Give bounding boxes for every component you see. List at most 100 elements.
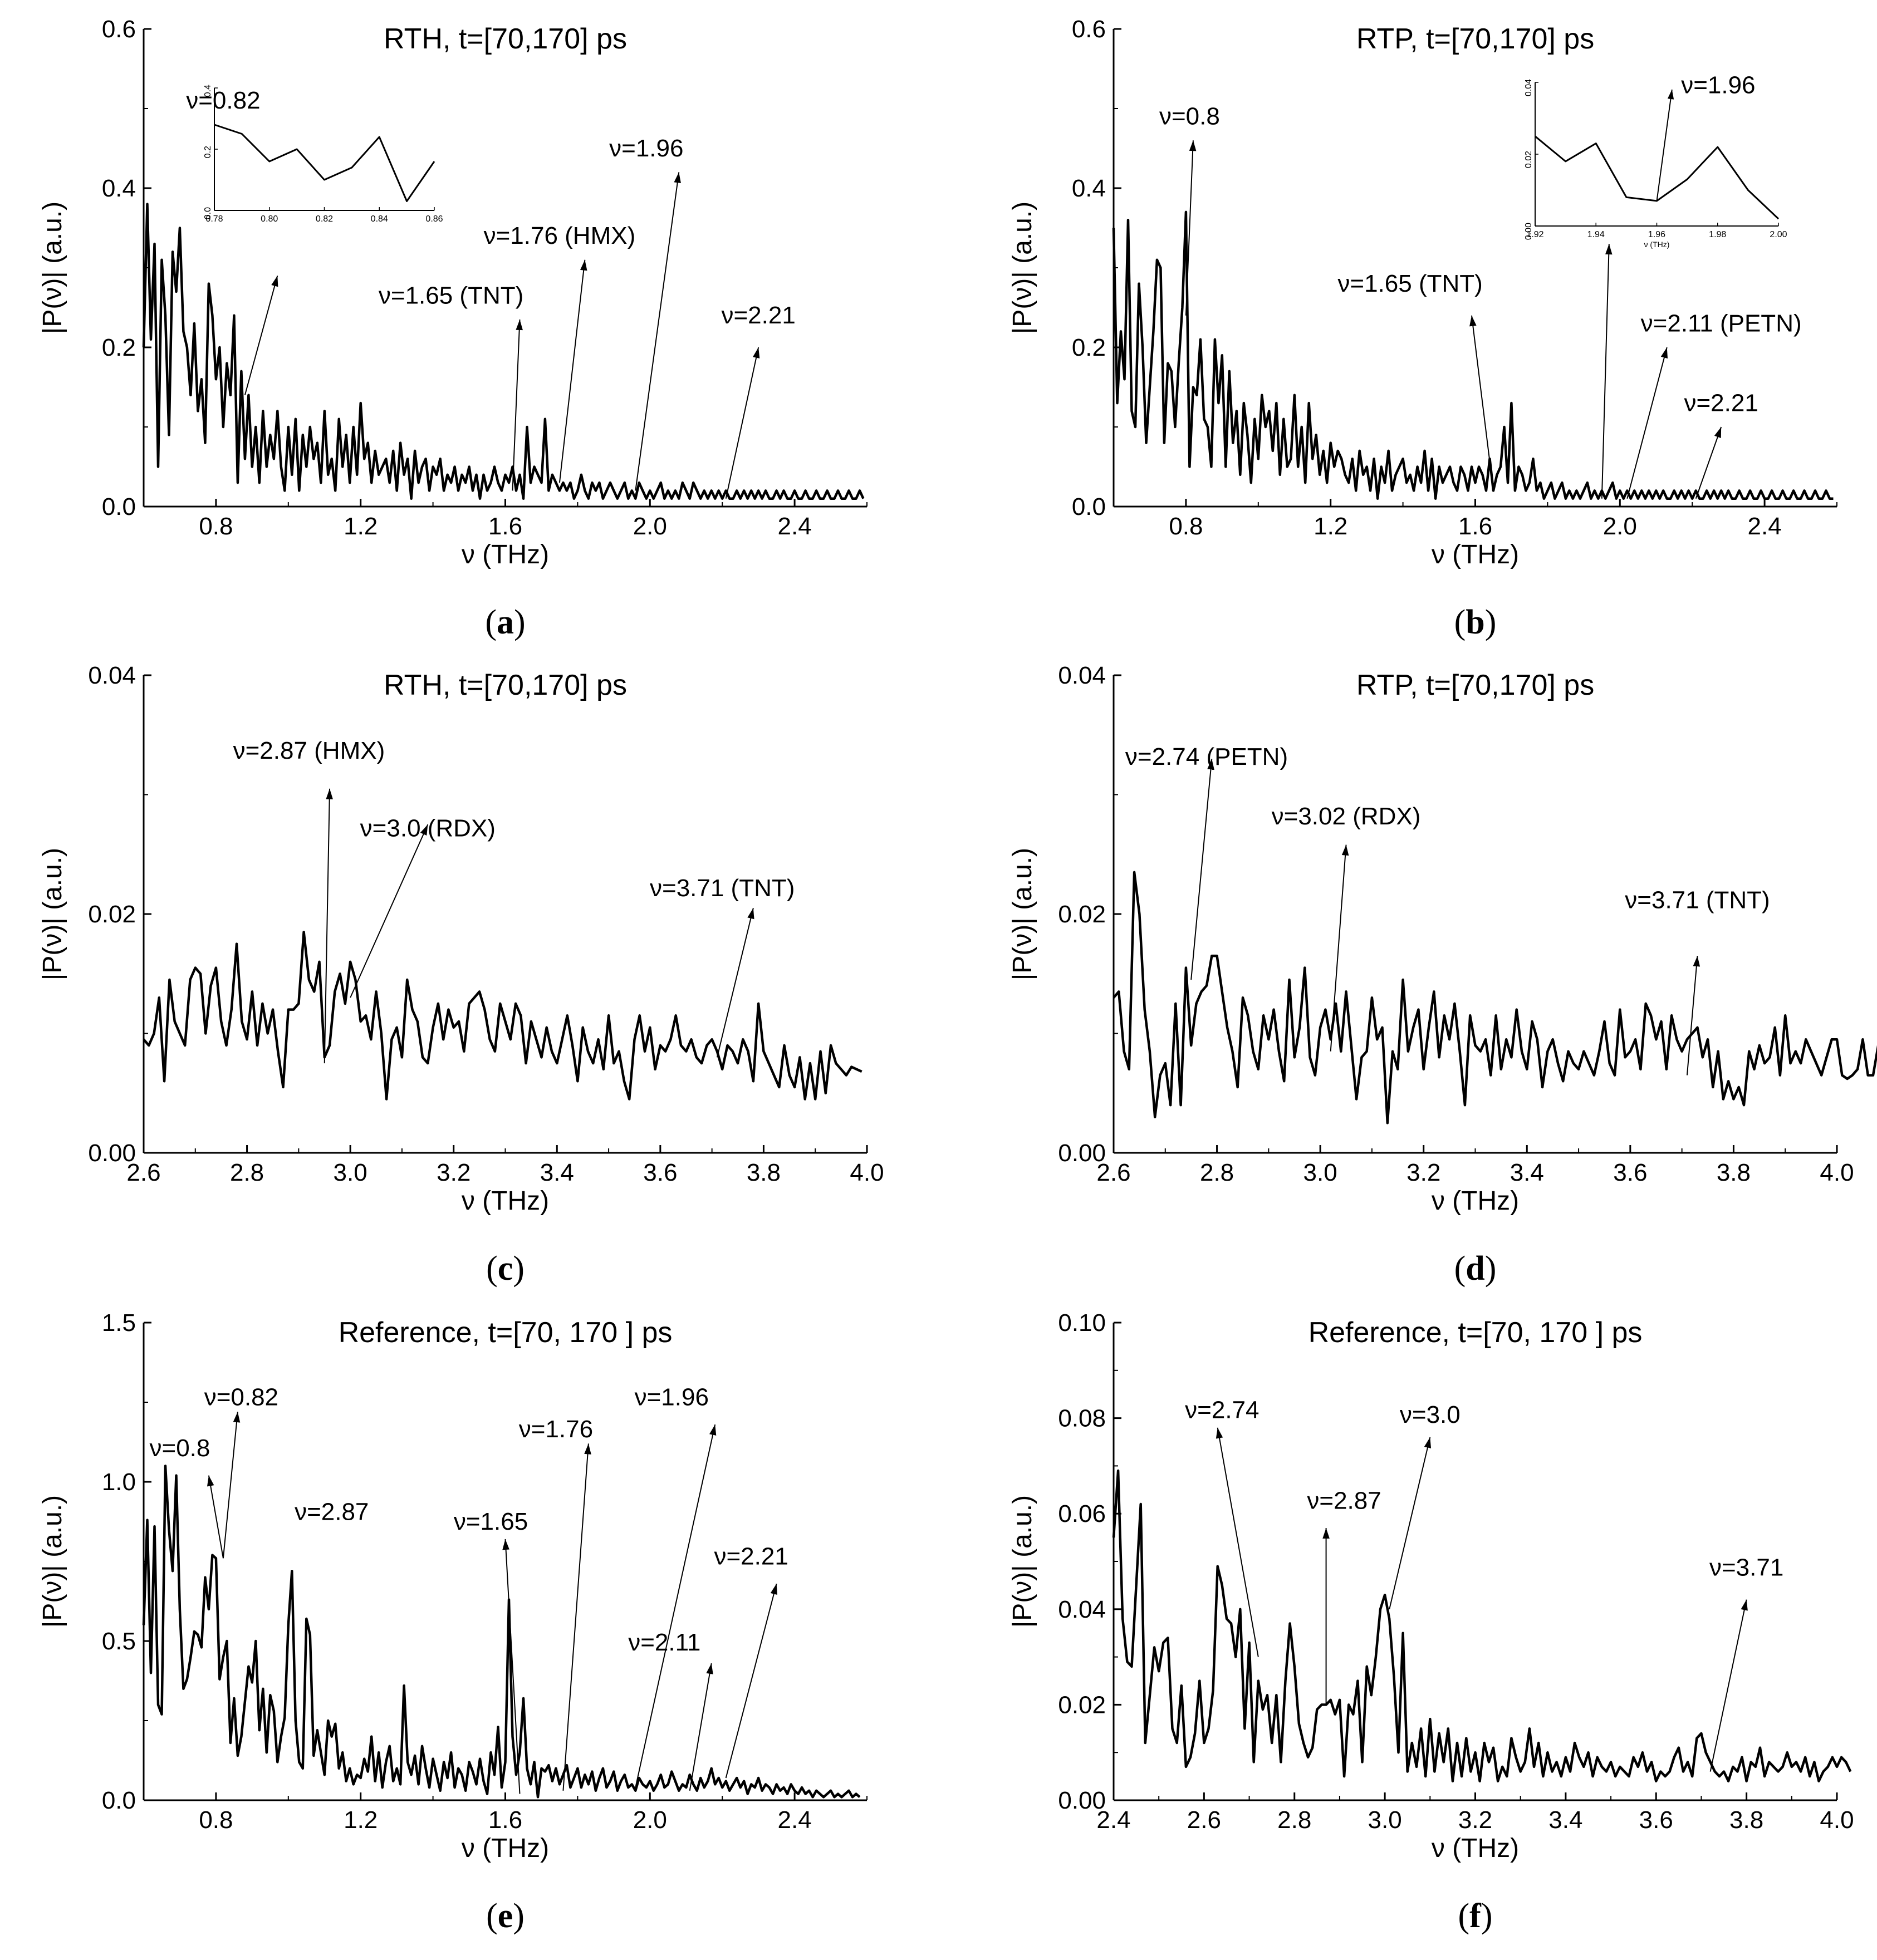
annotation-arrow — [504, 1539, 521, 1794]
annotation-label: ν=2.11 (PETN) — [1641, 310, 1802, 337]
annotation-label: ν=3.71 (TNT) — [650, 875, 795, 902]
annotation-arrow — [1709, 1599, 1747, 1772]
annotation-arrowhead — [420, 824, 428, 836]
annotation-arrow — [1389, 1437, 1431, 1610]
annotation-label: ν=2.87 — [295, 1499, 369, 1526]
annotation-arrow — [558, 259, 586, 483]
y-axis-label: |P(ν)| (a.u.) — [1008, 848, 1037, 980]
x-tick-label: 3.8 — [1729, 1806, 1763, 1834]
annotation-label: ν=2.11 — [628, 1629, 700, 1656]
annotation-arrowhead — [674, 172, 681, 184]
annotation-label: ν=1.96 — [609, 135, 683, 162]
panel-caption: (c) — [486, 1250, 525, 1288]
y-tick-label: 0.0 — [1072, 493, 1106, 520]
annotation-label: ν=1.65 (TNT) — [379, 282, 523, 309]
y-tick-label: 1.5 — [102, 1309, 136, 1337]
annotation-arrow — [1626, 347, 1668, 499]
x-tick-label: 0.8 — [1169, 513, 1203, 540]
x-tick-label: 2.8 — [230, 1159, 264, 1186]
inset-x-tick-label: 0.82 — [316, 214, 333, 224]
panel-caption: (a) — [485, 603, 525, 641]
y-tick-label: 0.06 — [1058, 1500, 1106, 1527]
y-tick-label: 0.0 — [102, 1787, 136, 1814]
y-tick-label: 0.2 — [102, 334, 136, 361]
series-line — [1112, 1469, 1852, 1782]
annotation-arrowhead — [1322, 1527, 1330, 1539]
annotation-arrow — [725, 1583, 777, 1779]
x-tick-label: 4.0 — [1820, 1806, 1854, 1834]
x-tick-label: 1.6 — [488, 1806, 522, 1834]
annotation-arrowhead — [502, 1539, 509, 1550]
annotation-label: ν=0.82 — [186, 87, 260, 114]
annotation-arrowhead — [753, 347, 760, 358]
annotation-arrow — [324, 788, 331, 1064]
y-tick-label: 0.00 — [1058, 1139, 1106, 1167]
annotation-label: ν=2.87 — [1307, 1487, 1381, 1515]
x-tick-label: 0.8 — [199, 513, 233, 540]
panel-caption: (d) — [1454, 1250, 1497, 1288]
x-tick-label: 2.4 — [778, 513, 812, 540]
annotation-arrowhead — [1714, 427, 1722, 438]
annotation-arrow — [1601, 244, 1610, 499]
annotation-label: ν=3.0 — [1400, 1401, 1461, 1428]
series-line — [142, 203, 865, 500]
inset-x-tick-label: 1.94 — [1587, 230, 1605, 239]
x-tick-label: 2.0 — [633, 1806, 667, 1834]
annotation-label: ν=1.65 — [454, 1508, 528, 1535]
inset-y-tick-label: 0.0 — [203, 207, 213, 219]
annotation-arrow — [350, 824, 429, 998]
annotation-arrowhead — [580, 259, 587, 271]
annotation-label: ν=3.71 — [1709, 1554, 1783, 1581]
inset-series-line — [1535, 135, 1780, 220]
x-tick-label: 2.4 — [778, 1806, 812, 1834]
panel-a: 0.8 1.2 1.6 2.0 2.4 0.0 0.2 0.4 0.6 ν (THz) |P(ν)|… — [38, 16, 868, 641]
annotation-label: ν=3.02 (RDX) — [1272, 803, 1421, 830]
x-tick-label: 3.0 — [1303, 1159, 1337, 1186]
chart-title: RTH, t=[70,170] ps — [384, 23, 627, 55]
annotation-arrow — [1686, 955, 1698, 1075]
annotation-label: ν=1.65 (TNT) — [1337, 270, 1482, 297]
inset-x-tick-label: 0.80 — [261, 214, 278, 224]
annotation-arrow — [1217, 1427, 1259, 1657]
series-line — [1112, 210, 1834, 500]
inset-x-tick-label: 0.78 — [205, 214, 223, 224]
x-tick-label: 3.2 — [437, 1159, 471, 1186]
x-tick-label: 2.4 — [1748, 513, 1782, 540]
x-tick-label: 1.6 — [1458, 513, 1492, 540]
x-tick-label: 2.0 — [633, 513, 667, 540]
chart-title: RTH, t=[70,170] ps — [384, 669, 627, 701]
x-tick-label: 4.0 — [850, 1159, 884, 1186]
annotation-arrowhead — [233, 1412, 241, 1423]
annotation-label: ν=2.21 — [1684, 389, 1758, 416]
panel-f: 2.4 2.6 2.8 3.0 3.2 3.4 3.6 3.8 4.0 0.00 0.02 0.04 0… — [1008, 1309, 1854, 1935]
annotation-arrow — [562, 1443, 589, 1791]
annotation-arrow — [244, 276, 278, 396]
x-tick-label: 3.4 — [1548, 1806, 1582, 1834]
annotation-label: ν=2.87 (HMX) — [233, 737, 385, 764]
y-tick-label: 0.6 — [1072, 16, 1106, 43]
inset-y-tick-label: 0.02 — [1524, 151, 1533, 168]
inset-series-line — [214, 124, 435, 202]
panel-b: 0.8 1.2 1.6 2.0 2.4 0.0 0.2 0.4 0.6 ν (THz) |P(ν)|… — [1008, 16, 1837, 641]
y-tick-label: 0.08 — [1058, 1405, 1106, 1432]
annotation-label: ν=3.71 (TNT) — [1625, 886, 1770, 913]
annotation-arrowhead — [1667, 89, 1674, 100]
chart-title: RTP, t=[70,170] ps — [1356, 23, 1594, 55]
annotation-arrow — [512, 319, 521, 491]
chart-title: RTP, t=[70,170] ps — [1356, 669, 1594, 701]
panel-e: 0.8 1.2 1.6 2.0 2.4 0.0 0.5 1.0 1.5 ν (THz) |P(ν)|… — [38, 1309, 868, 1935]
annotation-arrowhead — [207, 1475, 214, 1487]
annotation-arrowhead — [1216, 1427, 1223, 1439]
panel-c: 2.6 2.8 3.0 3.2 3.4 3.6 3.8 4.0 0.00 0.02 0.04 ν (T… — [38, 662, 884, 1288]
inset-y-tick-label: 0.4 — [203, 85, 213, 97]
annotation-arrowhead — [706, 1663, 713, 1674]
annotation-label: ν=1.96 — [635, 1384, 709, 1411]
annotation-arrowhead — [770, 1584, 777, 1595]
y-tick-label: 0.04 — [1058, 662, 1106, 689]
y-tick-label: 0.02 — [88, 901, 136, 928]
annotation-arrow — [208, 1475, 224, 1559]
inset-x-tick-label: 1.96 — [1648, 230, 1665, 239]
annotation-arrow — [1695, 426, 1722, 499]
y-tick-label: 0.10 — [1058, 1309, 1106, 1337]
annotation-arrowhead — [1693, 956, 1700, 967]
